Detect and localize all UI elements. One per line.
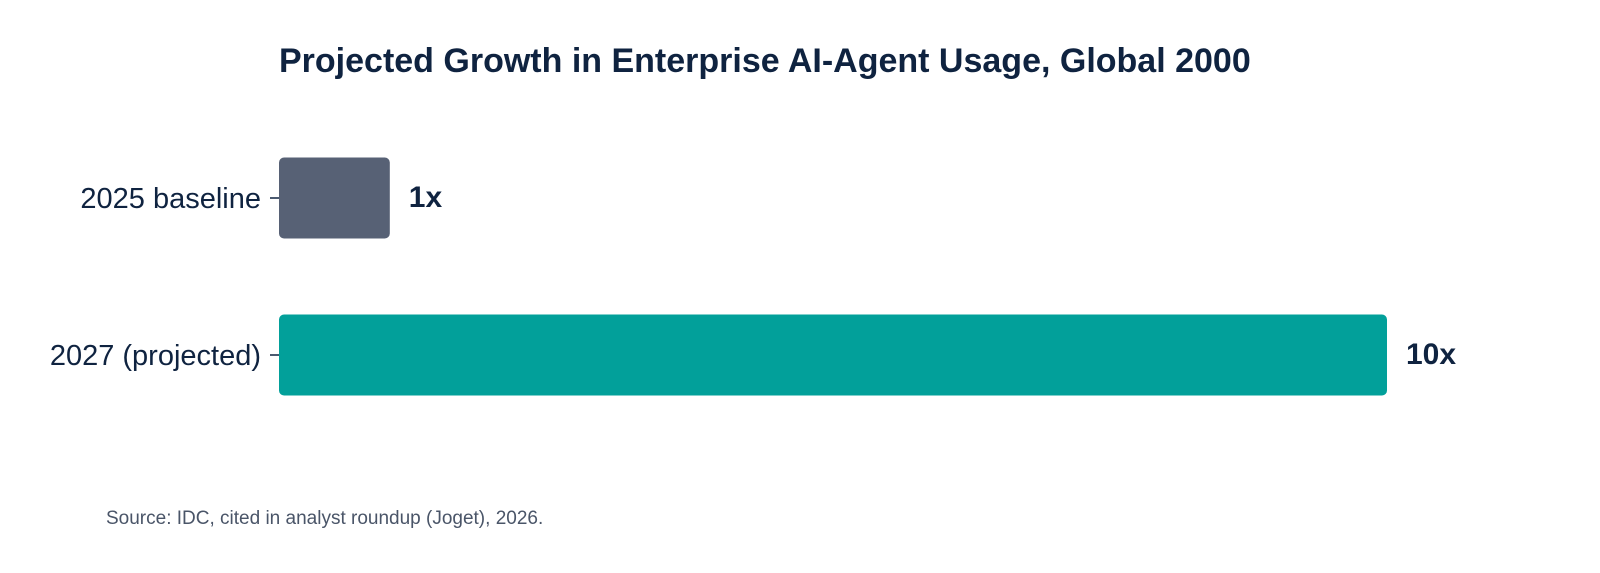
value-label-1: 10x: [1406, 338, 1456, 371]
plot-area: 2025 baseline 1x 2027 (projected) 10x: [50, 157, 1456, 396]
category-label-0: 2025 baseline: [80, 183, 261, 215]
bar-0: [279, 157, 390, 239]
chart-title: Projected Growth in Enterprise AI-Agent …: [279, 42, 1251, 80]
value-label-0: 1x: [409, 181, 443, 214]
category-label-1: 2027 (projected): [50, 340, 261, 372]
source-note: Source: IDC, cited in analyst roundup (J…: [106, 508, 543, 529]
bar-1: [279, 314, 1387, 396]
